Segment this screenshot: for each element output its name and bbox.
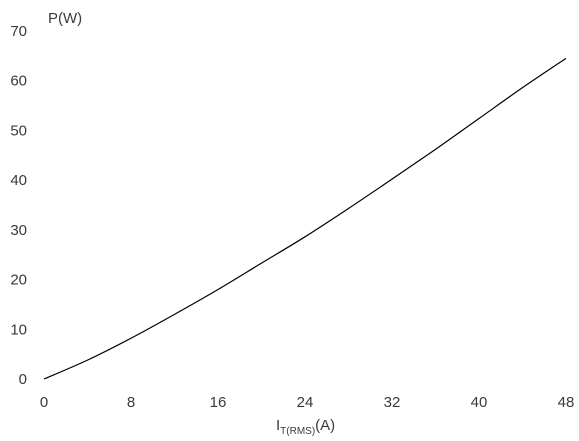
y-tick-label-30: 30 [10, 222, 27, 239]
y-axis-title: P(W) [48, 10, 82, 27]
y-tick-label-0: 0 [19, 371, 27, 388]
x-axis-title-unit: (A) [315, 417, 335, 434]
x-tick-label-0: 0 [40, 394, 48, 411]
y-tick-label-50: 50 [10, 122, 27, 139]
y-tick-label-20: 20 [10, 272, 27, 289]
x-axis-title: IT(RMS)(A) [276, 417, 335, 437]
y-tick-label-40: 40 [10, 172, 27, 189]
x-tick-label-48: 48 [558, 394, 575, 411]
x-axis-title-main: I [276, 417, 280, 434]
x-tick-label-8: 8 [127, 394, 135, 411]
x-tick-label-32: 32 [384, 394, 401, 411]
y-tick-label-70: 70 [10, 23, 27, 40]
y-tick-label-10: 10 [10, 321, 27, 338]
power-curve-line [43, 57, 567, 380]
y-tick-labels: 0 10 20 30 40 50 60 70 [10, 23, 27, 388]
x-tick-label-24: 24 [297, 394, 314, 411]
x-tick-label-16: 16 [210, 394, 227, 411]
x-tick-labels: 0 8 16 24 32 40 48 [40, 394, 575, 411]
y-tick-label-60: 60 [10, 73, 27, 90]
x-tick-label-40: 40 [471, 394, 488, 411]
x-axis-title-subscript: T(RMS) [280, 426, 315, 437]
